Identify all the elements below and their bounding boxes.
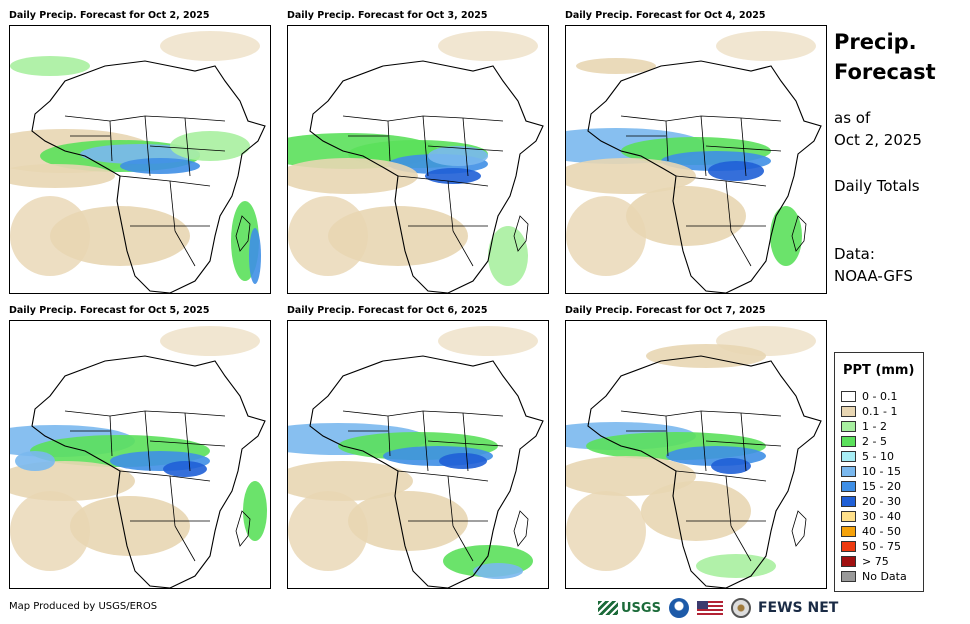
usgs-logo-text: USGS bbox=[621, 600, 661, 616]
legend-swatch bbox=[841, 406, 856, 417]
legend-swatch bbox=[841, 571, 856, 582]
agency-logos: USGS FEWS NET bbox=[598, 597, 838, 619]
precip-map bbox=[287, 320, 549, 589]
legend-item: 40 - 50 bbox=[841, 524, 901, 539]
precip-legend: PPT (mm) 0 - 0.1 0.1 - 1 1 - 2 2 - 5 5 - 10 1… bbox=[834, 352, 924, 592]
legend-swatch bbox=[841, 511, 856, 522]
map-credit: Map Produced by USGS/EROS bbox=[9, 601, 158, 612]
panel-title: Daily Precip. Forecast for Oct 7, 2025 bbox=[565, 305, 766, 316]
legend-item: 10 - 15 bbox=[841, 464, 901, 479]
legend-item: > 75 bbox=[841, 554, 889, 569]
legend-label: > 75 bbox=[862, 555, 889, 568]
legend-swatch bbox=[841, 391, 856, 402]
state-department-seal-icon bbox=[730, 598, 751, 618]
legend-swatch bbox=[841, 481, 856, 492]
africa-map bbox=[10, 26, 270, 293]
legend-item: 30 - 40 bbox=[841, 509, 901, 524]
africa-map bbox=[566, 321, 826, 588]
legend-label: 30 - 40 bbox=[862, 510, 901, 523]
legend-item: 0 - 0.1 bbox=[841, 389, 897, 404]
panel-title: Daily Precip. Forecast for Oct 4, 2025 bbox=[565, 10, 766, 21]
usgs-icon bbox=[598, 601, 618, 615]
legend-item: 2 - 5 bbox=[841, 434, 887, 449]
precip-map bbox=[565, 320, 827, 589]
legend-label: No Data bbox=[862, 570, 907, 583]
precip-map bbox=[9, 320, 271, 589]
as-of-date: Oct 2, 2025 bbox=[834, 131, 922, 149]
legend-swatch bbox=[841, 421, 856, 432]
precip-map bbox=[565, 25, 827, 294]
africa-map bbox=[288, 26, 548, 293]
legend-item: 1 - 2 bbox=[841, 419, 887, 434]
legend-swatch bbox=[841, 526, 856, 537]
legend-label: 0.1 - 1 bbox=[862, 405, 898, 418]
us-flag-icon bbox=[696, 600, 723, 616]
legend-label: 10 - 15 bbox=[862, 465, 901, 478]
panel-title: Daily Precip. Forecast for Oct 3, 2025 bbox=[287, 10, 488, 21]
precip-map bbox=[287, 25, 549, 294]
data-source: NOAA-GFS bbox=[834, 267, 913, 285]
legend-label: 50 - 75 bbox=[862, 540, 901, 553]
legend-label: 5 - 10 bbox=[862, 450, 894, 463]
legend-swatch bbox=[841, 496, 856, 507]
legend-label: 15 - 20 bbox=[862, 480, 901, 493]
legend-swatch bbox=[841, 541, 856, 552]
legend-swatch bbox=[841, 466, 856, 477]
legend-label: 2 - 5 bbox=[862, 435, 887, 448]
precip-map bbox=[9, 25, 271, 294]
legend-item: 50 - 75 bbox=[841, 539, 901, 554]
legend-label: 40 - 50 bbox=[862, 525, 901, 538]
legend-swatch bbox=[841, 556, 856, 567]
legend-item: 5 - 10 bbox=[841, 449, 894, 464]
legend-item: 15 - 20 bbox=[841, 479, 901, 494]
panel-title: Daily Precip. Forecast for Oct 5, 2025 bbox=[9, 305, 210, 316]
totals-label: Daily Totals bbox=[834, 177, 920, 195]
panel-title: Daily Precip. Forecast for Oct 2, 2025 bbox=[9, 10, 210, 21]
data-label: Data: bbox=[834, 245, 875, 263]
legend-item: 20 - 30 bbox=[841, 494, 901, 509]
fews-net-logo: FEWS NET bbox=[757, 600, 839, 616]
legend-swatch bbox=[841, 451, 856, 462]
africa-map bbox=[10, 321, 270, 588]
usgs-logo: USGS bbox=[598, 601, 661, 616]
africa-map bbox=[288, 321, 548, 588]
legend-title: PPT (mm) bbox=[843, 363, 915, 378]
noaa-logo-icon bbox=[668, 598, 689, 618]
legend-label: 1 - 2 bbox=[862, 420, 887, 433]
legend-label: 0 - 0.1 bbox=[862, 390, 898, 403]
legend-item: 0.1 - 1 bbox=[841, 404, 897, 419]
africa-map bbox=[566, 26, 826, 293]
legend-label: 20 - 30 bbox=[862, 495, 901, 508]
as-of-label: as of bbox=[834, 109, 871, 127]
panel-title: Daily Precip. Forecast for Oct 6, 2025 bbox=[287, 305, 488, 316]
legend-item: No Data bbox=[841, 569, 907, 584]
side-title: Precip. Forecast bbox=[834, 30, 936, 84]
legend-swatch bbox=[841, 436, 856, 447]
